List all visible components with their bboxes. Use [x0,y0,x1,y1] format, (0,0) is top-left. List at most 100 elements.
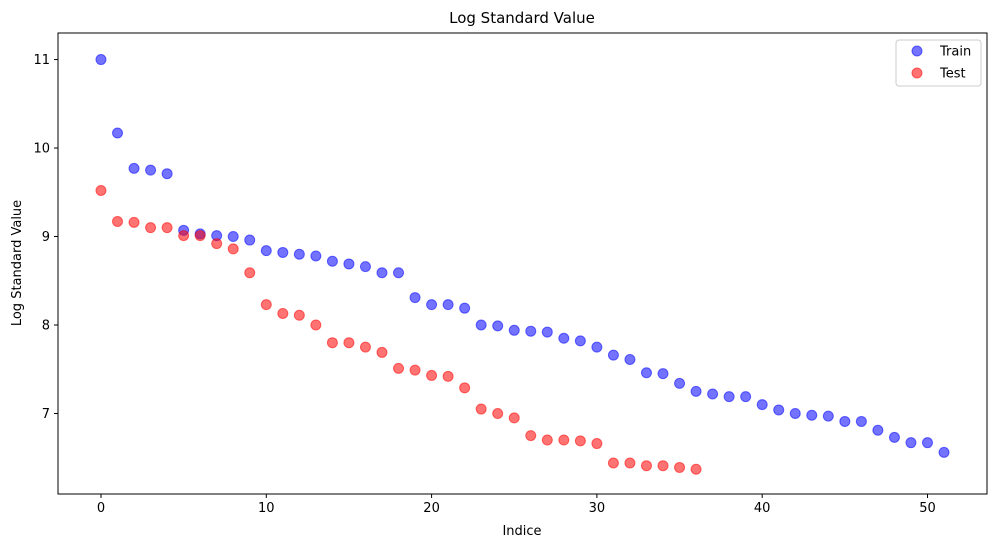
point-test [277,307,289,319]
plot-frame [57,32,988,495]
point-test [558,434,570,446]
y-tick-label: 9 [42,230,50,245]
point-train [145,164,157,176]
point-train [459,302,471,314]
point-train [359,261,371,273]
point-train [624,354,636,365]
point-train [938,446,950,458]
point-test [95,185,107,196]
point-train [525,325,537,337]
legend-marker-train [911,45,923,57]
point-train [95,54,107,66]
y-axis-label: Log Standard Value [10,200,25,326]
legend-label-train: Train [939,45,971,60]
point-train [756,399,768,411]
point-train [607,349,619,361]
point-train [475,319,487,331]
point-train [707,388,719,400]
point-train [492,320,504,332]
point-train [244,234,256,246]
point-test [640,460,652,472]
point-train [855,415,867,427]
point-train [640,367,652,379]
point-train [657,368,669,380]
point-test [227,243,239,255]
y-tick-label: 7 [42,407,50,422]
point-test [194,230,206,242]
point-test [326,337,338,349]
point-test [525,430,537,442]
point-train [822,410,834,422]
y-tick-label: 11 [33,53,50,68]
point-test [343,337,355,349]
point-test [607,457,619,469]
point-train [773,404,785,416]
point-test [442,370,454,382]
point-test [260,299,272,311]
point-train [541,326,553,338]
legend: Train Test [895,39,982,87]
point-train [674,377,686,389]
point-train [872,424,884,436]
point-train [409,292,421,304]
x-tick-label: 40 [754,501,771,516]
point-test [178,230,190,242]
y-axis: 7 8 9 10 11 [33,53,58,422]
point-train [426,299,438,311]
legend-marker-test [911,67,923,79]
point-train [839,415,851,427]
point-test [624,457,636,469]
point-train [227,231,239,243]
point-test [492,407,504,419]
chart-title: Log Standard Value [449,9,595,27]
point-test [690,463,702,475]
x-tick-label: 20 [423,501,440,516]
point-train [442,299,454,311]
point-train [789,407,801,419]
point-train [277,246,289,258]
point-test [161,222,173,234]
point-test [475,403,487,415]
point-test [293,309,305,321]
point-train [112,127,124,139]
point-test [591,438,603,450]
y-tick-label: 10 [33,142,50,157]
point-train [888,431,900,443]
x-axis-label: Indice [502,524,541,539]
point-train [558,332,570,344]
x-tick-label: 10 [258,501,275,516]
x-tick-label: 30 [589,501,606,516]
point-test [145,222,157,234]
point-test [574,435,586,447]
point-test [508,412,520,424]
point-train [260,245,272,257]
point-test [674,461,686,473]
point-test [128,216,140,228]
point-train [508,324,520,336]
point-train [690,385,702,397]
x-tick-label: 50 [919,501,936,516]
point-train [740,391,752,403]
point-train [921,437,933,449]
point-train [574,335,586,347]
point-train [128,162,140,174]
point-train [806,409,818,421]
point-test [657,460,669,472]
point-train [293,248,305,260]
point-test [426,369,438,381]
point-test [393,362,405,374]
point-train [591,341,603,353]
point-test [459,382,471,394]
point-train [161,168,173,180]
point-test [310,319,322,331]
y-tick-label: 8 [42,318,50,333]
point-test [112,215,124,227]
point-train [343,258,355,270]
point-train [310,250,322,262]
x-tick-label: 0 [97,501,105,516]
point-test [211,238,223,250]
legend-label-test: Test [939,67,966,82]
point-train [376,267,388,279]
point-test [376,346,388,358]
